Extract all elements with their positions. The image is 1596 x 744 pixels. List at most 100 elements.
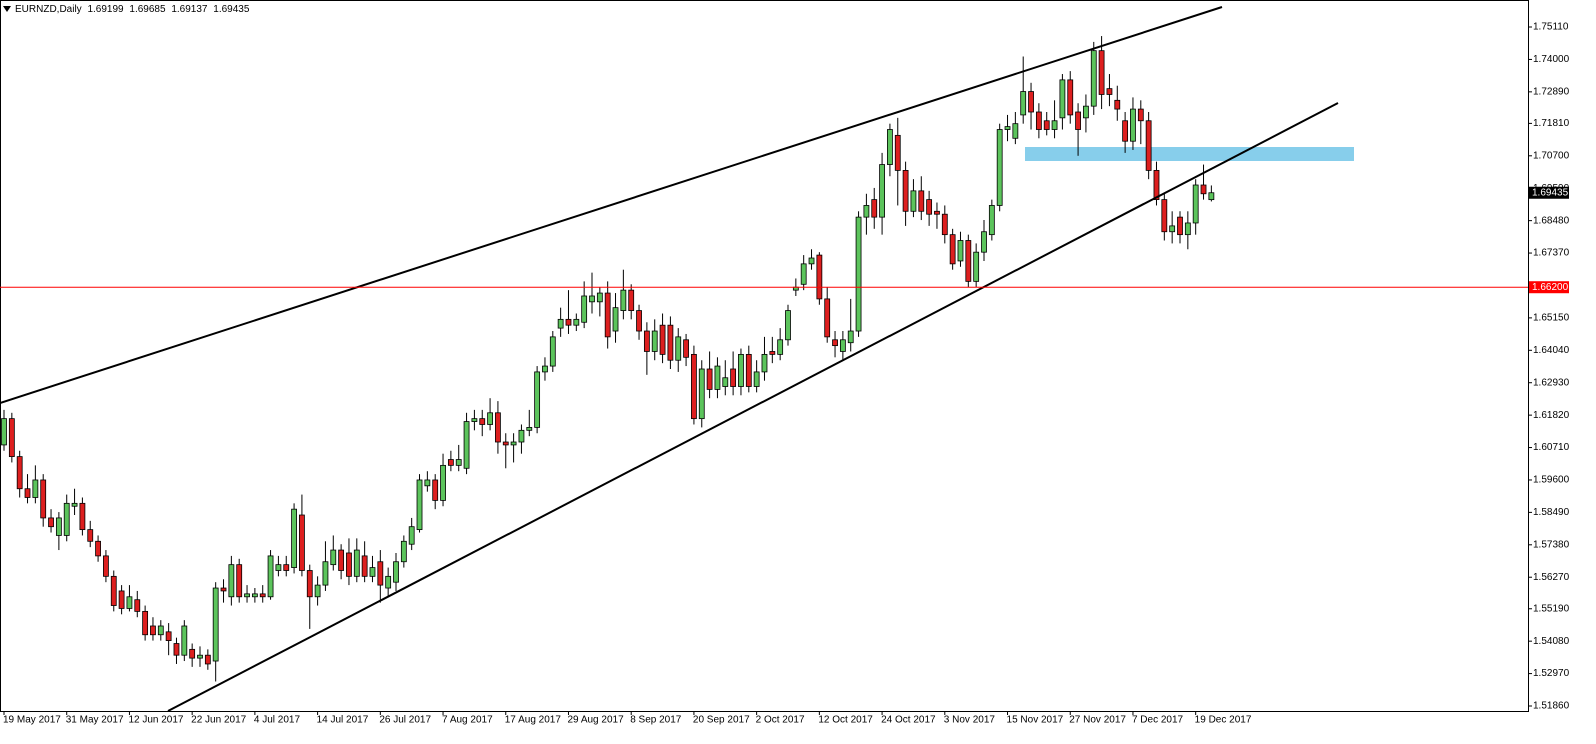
candle-body [283,564,290,571]
candle-body [871,199,878,218]
candle-body [745,353,752,387]
candle-body [142,610,149,636]
candle-body [777,339,784,355]
candle-body [377,561,384,586]
candle-body [683,339,689,358]
candle-body [1106,88,1113,95]
candle-body [173,643,180,656]
header-close: 1.69435 [213,4,250,15]
x-tick-label: 15 Nov 2017 [1007,715,1064,726]
candle-body [1137,108,1144,122]
candle-body [408,526,415,545]
candle-body [306,570,313,598]
candle-body [1059,79,1066,119]
candle-body [1161,199,1168,233]
candle-body [314,584,321,598]
candle-body [730,368,737,387]
candle-body [824,298,831,338]
candle-body [48,517,54,528]
price-label: 1.66200 [1532,282,1569,293]
candle-body [879,164,885,218]
candle-body [479,418,486,425]
candle-body [447,459,454,466]
candle-body [204,654,211,665]
header-low: 1.69137 [171,4,208,15]
candle-body [643,330,650,352]
candle-body [1043,120,1050,130]
candle-body [518,429,525,443]
candle-body [63,502,70,536]
candle-body [832,339,838,347]
y-tick-label: 1.75110 [1533,22,1569,33]
candle-body [1130,108,1136,142]
candle-body [847,330,854,344]
candle-body [189,648,196,659]
candle-body [910,190,917,212]
candle-body [981,231,987,253]
current-price-label: 1.69435 [1532,187,1569,198]
candle-body [651,330,658,352]
y-tick-label: 1.60710 [1533,442,1570,453]
y-tick-label: 1.51860 [1533,701,1570,712]
x-tick-label: 20 Sep 2017 [693,715,750,726]
candle-body [463,421,470,469]
candle-body [926,199,933,215]
x-tick-label: 29 Aug 2017 [567,715,624,726]
y-tick-label: 1.70700 [1533,150,1570,161]
candle-body [596,292,603,303]
candle-body [71,502,78,507]
candle-body [103,555,109,577]
candle-body [1051,120,1058,130]
candle-body [1114,99,1121,110]
candle-body [785,310,791,341]
y-tick-label: 1.57380 [1533,539,1570,550]
candle-body [738,353,744,387]
candle-body [1145,120,1152,171]
candle-body [659,324,666,355]
candle-body [32,479,39,498]
candle-body [996,129,1003,206]
candle-body [542,365,548,373]
candle-body [165,631,172,641]
candle-body [369,567,376,577]
current-price-box [1529,186,1569,199]
y-tick-label: 1.68480 [1533,215,1570,226]
candle-body [432,479,439,501]
candle-body [79,502,86,531]
x-tick-label: 26 Jul 2017 [379,715,431,726]
candle-body [934,210,940,215]
zone-rectangle [1025,147,1354,161]
candle-body [424,479,431,487]
header-high: 1.69685 [129,4,166,15]
x-tick-label: 17 Aug 2017 [505,715,562,726]
candle-body [1083,105,1089,119]
y-tick-label: 1.62930 [1533,377,1570,388]
candle-body [1177,216,1183,236]
candle-body [612,307,619,332]
x-tick-label: 19 May 2017 [3,715,61,726]
collapse-icon [3,6,11,12]
price-label-box [1529,281,1569,294]
candle-body [487,412,493,425]
plot-frame [0,0,1529,712]
candle-body [534,371,541,428]
candle-body [322,561,329,586]
candle-body [1035,111,1042,130]
candle-body [244,593,250,598]
candle-body [150,625,156,636]
candle-body [573,318,580,326]
candle-body [628,289,635,311]
candle-body [1004,126,1011,130]
candle-body [557,318,564,329]
candle-body [887,129,893,165]
symbol: EURNZD,Daily [15,4,82,15]
candle-body [275,564,282,571]
candle-body [393,561,399,583]
candle-body [620,289,627,311]
candle-body [761,353,768,373]
candle-body [338,549,345,571]
y-tick-label: 1.71810 [1533,118,1570,129]
candle-body [1012,123,1019,139]
candle-body [526,427,533,431]
